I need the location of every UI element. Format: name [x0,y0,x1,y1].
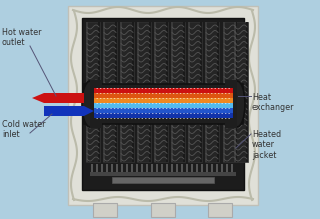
Bar [171,22,173,162]
Bar [121,164,123,172]
Bar [90,80,102,128]
Text: Heated
water
jacket: Heated water jacket [252,130,281,160]
Bar [84,84,243,124]
Bar [86,22,88,162]
Bar [91,164,93,172]
Ellipse shape [82,81,98,127]
Bar [94,113,233,118]
Bar [211,164,213,172]
Bar [166,164,168,172]
Polygon shape [32,93,44,103]
Bar [93,203,117,217]
Bar [183,22,185,162]
Bar [103,22,117,162]
Bar [115,22,117,162]
Bar [223,22,237,162]
Bar [136,164,138,172]
Bar [141,164,143,172]
Bar [44,106,84,116]
Bar [156,164,158,172]
Bar [98,22,100,162]
Bar [234,22,236,162]
Bar [188,22,190,162]
Bar [151,203,175,217]
Bar [137,22,139,162]
Bar [161,164,163,172]
Bar [205,22,207,162]
Bar [101,164,103,172]
Bar [94,108,233,113]
Bar [126,164,128,172]
Text: Heat
exchanger: Heat exchanger [252,93,294,112]
Bar [131,164,133,172]
Bar [86,22,100,162]
Bar [94,93,233,98]
Bar [191,164,193,172]
Bar [176,164,178,172]
Bar [225,80,237,128]
Bar [205,22,219,162]
Bar [226,164,228,172]
Bar [171,22,185,162]
Bar [154,22,168,162]
Bar [171,164,173,172]
Bar [186,164,188,172]
Bar [206,164,208,172]
Bar [94,103,233,108]
Bar [217,22,219,162]
Bar [120,22,122,162]
Bar [221,164,223,172]
Bar [154,22,156,162]
Bar [44,93,84,103]
Bar [116,164,118,172]
Ellipse shape [229,81,245,127]
Bar [112,177,214,183]
Text: Hot water
outlet: Hot water outlet [2,28,42,47]
Bar [146,164,148,172]
Bar [181,164,183,172]
Bar [120,22,134,162]
Bar [196,164,198,172]
Bar [188,22,202,162]
Bar [216,164,218,172]
Bar [166,22,168,162]
Bar [106,164,108,172]
Bar [201,164,203,172]
Bar [231,164,233,172]
Bar [96,164,98,172]
Bar [94,98,233,103]
Bar [235,22,237,162]
Bar [200,22,202,162]
Bar [137,22,151,162]
Bar [111,164,113,172]
Bar [223,22,225,162]
Bar [234,22,248,162]
Bar [94,88,233,93]
Bar [151,164,153,172]
Bar [90,172,236,176]
Bar [208,203,232,217]
Bar [246,22,248,162]
Polygon shape [84,106,94,116]
Bar [149,22,151,162]
Bar [68,6,258,205]
Bar [103,22,105,162]
Text: Cold water
inlet: Cold water inlet [2,120,45,140]
Bar [82,18,244,190]
Bar [132,22,134,162]
